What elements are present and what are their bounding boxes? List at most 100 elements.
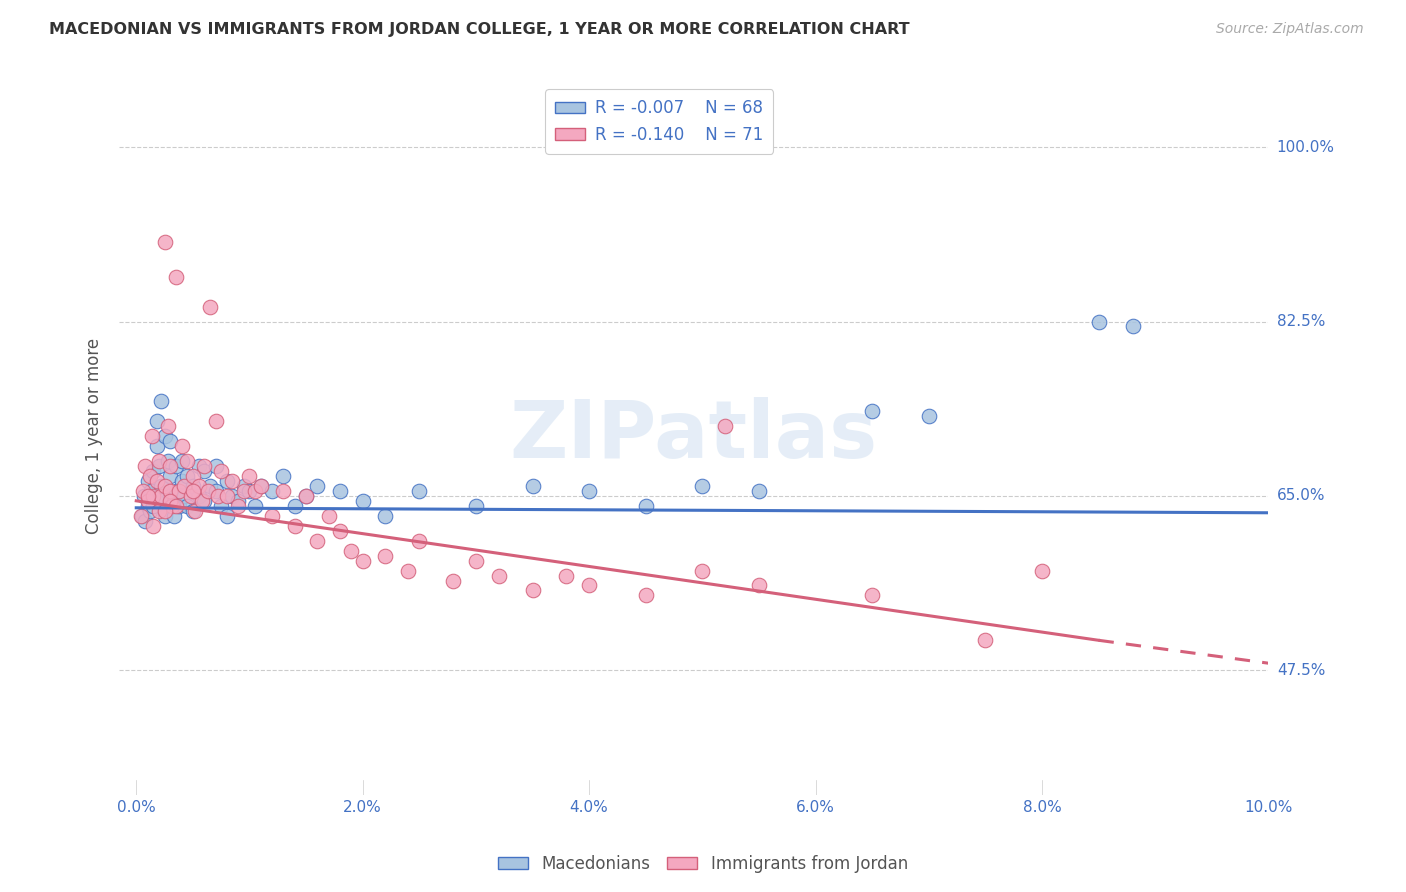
Point xyxy=(170,474,193,488)
Point xyxy=(198,479,221,493)
Point xyxy=(221,489,243,503)
Legend: Macedonians, Immigrants from Jordan: Macedonians, Immigrants from Jordan xyxy=(492,848,914,880)
Point xyxy=(165,269,187,284)
Point xyxy=(131,508,153,523)
Point xyxy=(136,493,159,508)
Point xyxy=(169,499,191,513)
Point xyxy=(197,483,219,498)
Point xyxy=(374,549,396,563)
Point xyxy=(159,493,181,508)
Legend: R = -0.007    N = 68, R = -0.140    N = 71: R = -0.007 N = 68, R = -0.140 N = 71 xyxy=(546,89,773,153)
Point xyxy=(307,479,329,493)
Point xyxy=(352,493,374,508)
Point xyxy=(249,479,271,493)
Point xyxy=(129,508,152,523)
Text: MACEDONIAN VS IMMIGRANTS FROM JORDAN COLLEGE, 1 YEAR OR MORE CORRELATION CHART: MACEDONIAN VS IMMIGRANTS FROM JORDAN COL… xyxy=(49,22,910,37)
Point xyxy=(974,633,997,648)
Point xyxy=(165,499,187,513)
Point xyxy=(176,469,198,483)
Point xyxy=(295,489,318,503)
Y-axis label: College, 1 year or more: College, 1 year or more xyxy=(86,338,103,534)
Point xyxy=(145,439,167,453)
Point xyxy=(165,483,187,498)
Point xyxy=(340,543,363,558)
Point xyxy=(156,419,179,434)
Point xyxy=(191,493,214,508)
Point xyxy=(145,474,167,488)
Point xyxy=(153,429,176,443)
Point xyxy=(232,483,254,498)
Point xyxy=(142,464,165,478)
Point xyxy=(918,409,941,424)
Point xyxy=(148,454,170,468)
Point xyxy=(153,504,176,518)
Point xyxy=(139,483,162,498)
Point xyxy=(215,508,238,523)
Point xyxy=(150,489,173,503)
Point xyxy=(181,504,204,518)
Text: 100.0%: 100.0% xyxy=(1277,140,1334,154)
Point xyxy=(207,489,229,503)
Point xyxy=(329,483,352,498)
Point xyxy=(162,499,184,513)
Point xyxy=(180,489,202,503)
Point xyxy=(153,235,176,249)
Point xyxy=(148,504,170,518)
Point xyxy=(193,458,215,473)
Point xyxy=(215,489,238,503)
Point xyxy=(307,533,329,548)
Point xyxy=(578,483,600,498)
Text: ZIPatlas: ZIPatlas xyxy=(510,397,877,475)
Text: Source: ZipAtlas.com: Source: ZipAtlas.com xyxy=(1216,22,1364,37)
Point xyxy=(184,504,207,518)
Point xyxy=(860,589,883,603)
Point xyxy=(522,479,544,493)
Point xyxy=(153,508,176,523)
Point xyxy=(134,458,156,473)
Point xyxy=(226,493,249,508)
Point xyxy=(692,564,714,578)
Text: 82.5%: 82.5% xyxy=(1277,314,1324,329)
Point xyxy=(578,578,600,592)
Point xyxy=(243,483,266,498)
Point xyxy=(488,568,510,582)
Point xyxy=(181,469,204,483)
Point xyxy=(136,474,159,488)
Point xyxy=(132,483,155,498)
Point xyxy=(169,483,191,498)
Point xyxy=(193,493,215,508)
Point xyxy=(204,414,226,428)
Point xyxy=(170,454,193,468)
Point xyxy=(408,533,430,548)
Point xyxy=(249,479,271,493)
Point xyxy=(187,489,209,503)
Point xyxy=(634,589,657,603)
Point xyxy=(262,508,284,523)
Point xyxy=(408,483,430,498)
Point xyxy=(139,504,162,518)
Point xyxy=(1031,564,1053,578)
Point xyxy=(555,568,578,582)
Point xyxy=(148,489,170,503)
Point xyxy=(142,518,165,533)
Text: 65.0%: 65.0% xyxy=(1277,488,1326,503)
Point xyxy=(187,458,209,473)
Point xyxy=(150,479,173,493)
Point xyxy=(209,464,232,478)
Point xyxy=(176,454,198,468)
Point xyxy=(134,489,156,503)
Point xyxy=(173,479,195,493)
Point xyxy=(215,474,238,488)
Point xyxy=(181,479,204,493)
Text: 47.5%: 47.5% xyxy=(1277,663,1324,678)
Point xyxy=(141,429,163,443)
Point xyxy=(396,564,419,578)
Point xyxy=(273,483,295,498)
Point xyxy=(352,553,374,567)
Point xyxy=(162,493,184,508)
Point xyxy=(441,574,464,588)
Point xyxy=(464,553,486,567)
Point xyxy=(181,483,204,498)
Point xyxy=(238,483,260,498)
Point xyxy=(273,469,295,483)
